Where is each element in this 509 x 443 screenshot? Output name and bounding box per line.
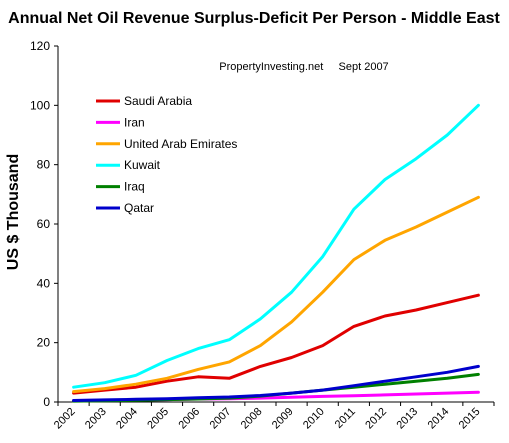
series-line-saudi-arabia (72, 293, 480, 395)
series-line-united-arab-emirates (72, 195, 480, 394)
y-tick-label: 40 (37, 276, 51, 290)
x-tick-label: 2013 (394, 406, 420, 432)
x-tick-label: 2008 (239, 406, 265, 432)
legend-label-united-arab-emirates: United Arab Emirates (124, 137, 237, 151)
y-tick-label: 0 (43, 395, 50, 409)
x-tick-label: 2010 (301, 406, 327, 432)
x-tick-label: 2012 (363, 406, 389, 432)
chart-title: Annual Net Oil Revenue Surplus-Deficit P… (8, 10, 500, 27)
chart-annotation: PropertyInvesting.net Sept 2007 (219, 61, 388, 73)
x-tick-label: 2011 (333, 406, 358, 431)
series-line-kuwait (72, 103, 480, 389)
legend-label-iraq: Iraq (124, 180, 145, 194)
y-tick-label: 100 (30, 98, 50, 112)
y-tick-label: 80 (37, 158, 51, 172)
x-tick-label: 2014 (426, 406, 452, 432)
y-tick-label: 120 (30, 39, 50, 53)
legend-label-iran: Iran (124, 115, 145, 129)
series-line-qatar (72, 364, 480, 402)
x-axis-ticks: 2002 2003 2004 2005 2006 2007 2008 2009 2010 2011… (52, 402, 495, 432)
x-tick-label: 2006 (176, 406, 202, 432)
y-tick-label: 60 (37, 217, 51, 231)
x-tick-label: 2015 (457, 406, 483, 432)
y-axis-label: US $ Thousand (5, 154, 22, 270)
x-tick-label: 2009 (270, 406, 296, 432)
legend-label-kuwait: Kuwait (124, 158, 161, 172)
x-tick-label: 2003 (83, 406, 109, 432)
x-tick-label: 2007 (208, 406, 234, 432)
legend-label-qatar: Qatar (124, 201, 154, 215)
legend-label-saudi-arabia: Saudi Arabia (124, 94, 192, 108)
y-axis-ticks: 0 20 40 60 80 100 120 (30, 39, 58, 409)
y-tick-label: 20 (37, 336, 51, 350)
x-tick-label: 2005 (145, 406, 171, 432)
x-tick-label: 2004 (114, 406, 140, 432)
x-tick-label: 2002 (52, 406, 78, 432)
series-lines (72, 103, 480, 403)
chart-legend: Saudi Arabia Iran United Arab Emirates Kuwa… (96, 94, 237, 215)
